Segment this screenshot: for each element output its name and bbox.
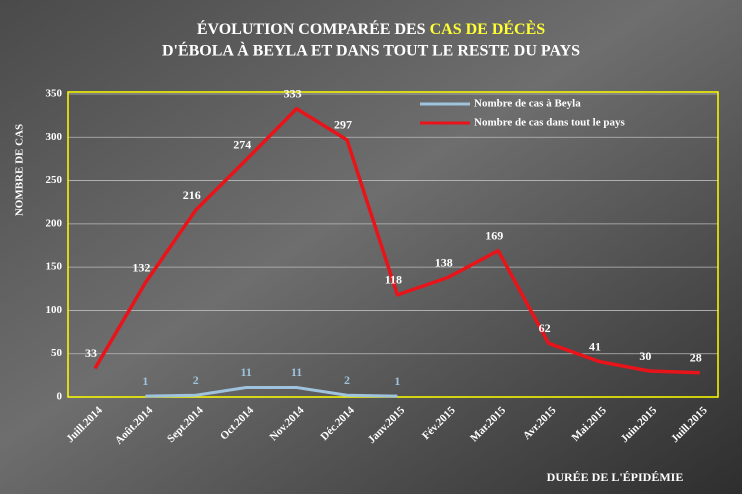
data-label: 132 [132, 260, 150, 274]
data-label: 30 [639, 349, 651, 363]
y-tick-label: 50 [51, 347, 63, 359]
data-label: 1 [394, 374, 400, 388]
data-label: 1 [142, 374, 148, 388]
data-label: 138 [435, 255, 453, 269]
data-label: 11 [291, 365, 302, 379]
legend-label: Nombre de cas à Beyla [474, 98, 581, 110]
data-label: 2 [344, 373, 350, 387]
legend-label: Nombre de cas dans tout le pays [474, 117, 625, 129]
y-tick-label: 0 [57, 391, 63, 403]
title-part: ÉVOLUTION COMPARÉE DES [197, 19, 426, 38]
data-label: 62 [539, 321, 551, 335]
data-label: 2 [193, 373, 199, 387]
data-label: 33 [85, 346, 97, 360]
title-highlight: CAS DE DÉCÈS [430, 19, 546, 38]
data-label: 297 [334, 118, 352, 132]
series-line [93, 106, 700, 375]
data-label: 333 [284, 86, 302, 100]
chart-title: D'ÉBOLA À BEYLA ET DANS TOUT LE RESTE DU… [162, 41, 580, 60]
y-tick-label: 350 [46, 88, 63, 100]
data-label: 11 [241, 365, 252, 379]
data-label: 41 [589, 339, 601, 353]
data-label: 28 [690, 351, 702, 365]
y-tick-label: 200 [46, 217, 63, 229]
data-label: 169 [485, 228, 503, 242]
chart-title: ÉVOLUTION COMPARÉE DES CAS DE DÉCÈS [197, 19, 545, 38]
data-label: 216 [183, 188, 201, 202]
y-axis-label: NOMBRE DE CAS [14, 124, 26, 216]
x-axis-label: DURÉE DE L'ÉPIDÉMIE [547, 470, 684, 484]
data-label: 274 [233, 138, 251, 152]
series-line [145, 385, 398, 398]
data-label: 118 [385, 273, 402, 287]
y-tick-label: 100 [46, 304, 63, 316]
y-tick-label: 150 [46, 261, 63, 273]
y-tick-label: 300 [46, 131, 63, 143]
y-tick-label: 250 [46, 174, 63, 186]
